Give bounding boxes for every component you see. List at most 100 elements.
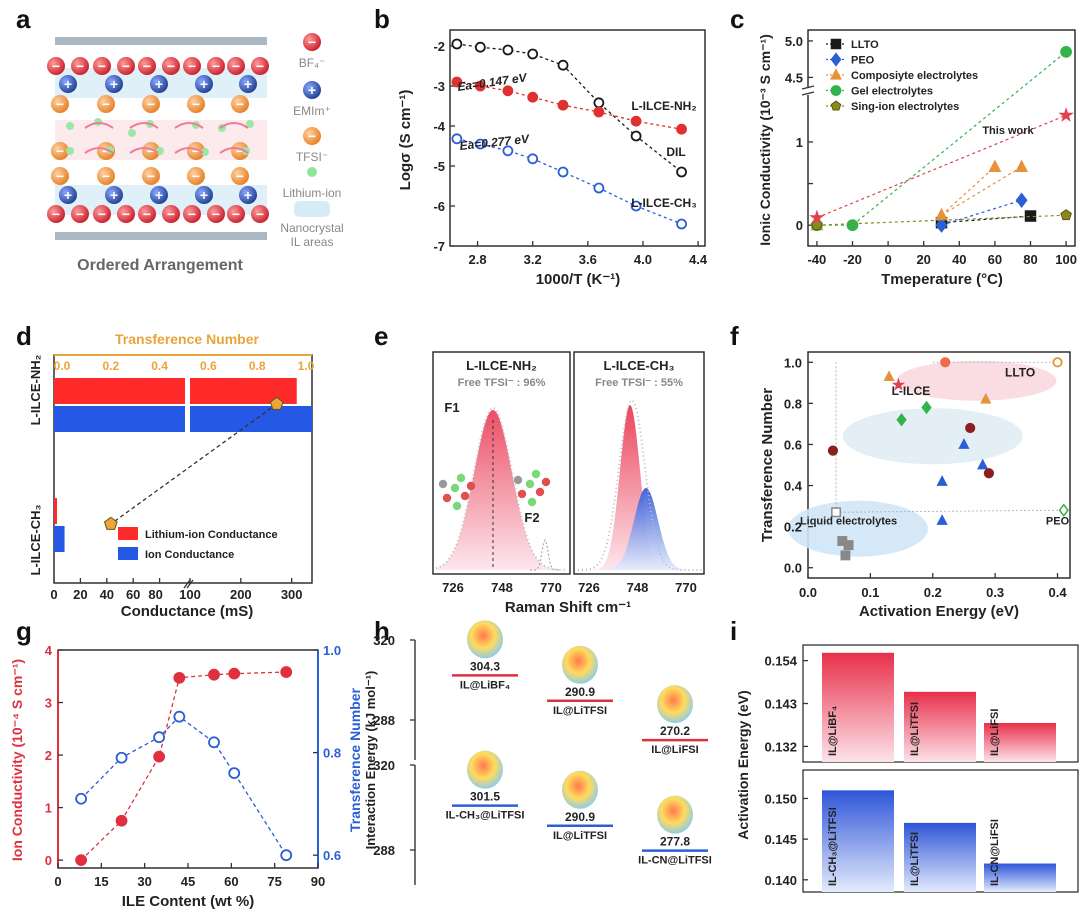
- bar-label-i: IL@LiBF₄: [827, 706, 839, 756]
- cation-plus-icon: [303, 81, 321, 99]
- y-tick-label-g-left: 2: [45, 748, 52, 763]
- molecule-atom: [525, 479, 535, 489]
- data-point-f: [896, 413, 907, 427]
- bar-activation-energy: [822, 652, 894, 762]
- data-point-L-ILCE-CH3: [557, 166, 569, 178]
- lithium-hop-arrow: [84, 122, 114, 129]
- x-tick-label-e: 748: [627, 580, 649, 595]
- data-point-L-ILCE-NH2: [676, 123, 687, 135]
- data-point-Gel electrolytes: [1060, 45, 1072, 58]
- molecule-atom: [531, 469, 541, 479]
- x-tick-label-d: 20: [73, 587, 87, 602]
- molecule-atom: [513, 475, 523, 485]
- energy-label-h: IL-CN@LiTFSI: [638, 855, 712, 867]
- legend-swatch-d: [118, 547, 138, 560]
- data-point-DIL: [502, 44, 514, 56]
- x-tick-label-d: 200: [230, 587, 252, 602]
- panel-label-e: e: [374, 321, 388, 351]
- annotation-this-work: This work: [982, 125, 1034, 137]
- bf4-ion-sign: −: [76, 206, 84, 222]
- lithium-ion: [66, 147, 74, 155]
- data-point-f: [936, 475, 948, 486]
- molecule-atom: [517, 489, 527, 499]
- data-point-PEO: [1015, 192, 1028, 208]
- panel-label-i: i: [730, 616, 737, 646]
- bf4-ion-sign: −: [143, 58, 151, 74]
- tfsi-ion: [51, 95, 69, 113]
- y-tick-label-g-left: 0: [45, 853, 52, 868]
- emim-ion-sign: +: [200, 76, 208, 92]
- bf4-ion: [183, 205, 201, 223]
- tfsi-ion: [51, 142, 69, 160]
- y-tick-label-i: 0.143: [764, 697, 797, 712]
- bf4-ion: [93, 205, 111, 223]
- tfsi-ion-sign: −: [147, 96, 155, 112]
- emim-ion-sign: +: [155, 187, 163, 203]
- bf4-ion-sign: −: [167, 58, 175, 74]
- bf4-ion-sign: −: [212, 58, 220, 74]
- y-tick-label-i: 0.150: [764, 791, 797, 806]
- x-axis-label-c: Tmeperature (°C): [881, 271, 1003, 288]
- electrostatic-potential-icon: [657, 795, 693, 834]
- x-tick-label-g: 75: [267, 874, 281, 889]
- x-axis-label-d: Conductance (mS): [121, 603, 254, 620]
- bf4-ion: [71, 57, 89, 75]
- raman-peak-f2-ch3: [600, 488, 702, 570]
- data-point-Sing-ion electrolytes: [1060, 209, 1072, 221]
- tfsi-ion-sign: −: [147, 168, 155, 184]
- tfsi-ion: [97, 167, 115, 185]
- x-tick-label-e: 770: [675, 580, 697, 595]
- x-tick-label-g: 45: [181, 874, 195, 889]
- bar-label-i: IL@LiTFSI: [909, 832, 921, 886]
- y-axis-label-i: Activation Energy (eV): [735, 690, 751, 839]
- energy-value-h: 270.2: [660, 724, 690, 738]
- data-point-DIL: [527, 48, 539, 60]
- data-point-Transference Number: [208, 736, 220, 749]
- electrostatic-potential-icon: [562, 645, 598, 684]
- tfsi-ion-sign: −: [236, 143, 244, 159]
- molecule-atom: [450, 483, 460, 493]
- electrostatic-potential-icon: [657, 685, 693, 724]
- legend-label-0: BF₄⁻: [299, 56, 326, 70]
- y-tick-label-f: 0.0: [784, 561, 802, 576]
- x-tick-label-g: 30: [137, 874, 151, 889]
- data-point-DIL: [557, 59, 569, 71]
- plot-frame-g: [57, 649, 319, 869]
- bf4-ion-sign: −: [52, 58, 60, 74]
- x-tick-label-b: 4.4: [689, 252, 708, 267]
- legend-label-2: TFSI⁻: [296, 150, 328, 164]
- energy-label-h: IL@LiTFSI: [553, 830, 607, 842]
- data-point-L-ILCE-CH3: [676, 218, 687, 230]
- top-axis-label-d: Transference Number: [115, 331, 259, 347]
- bf4-ion: [117, 57, 135, 75]
- emim-ion: [105, 75, 123, 93]
- bf4-ion-sign: −: [212, 206, 220, 222]
- bf4-ion: [162, 57, 180, 75]
- lithium-hop-arrow: [129, 122, 159, 129]
- tfsi-ion: [142, 95, 160, 113]
- bf4-ion-sign: −: [52, 206, 60, 222]
- bf4-ion: [138, 205, 156, 223]
- bf4-ion-sign: −: [98, 58, 106, 74]
- tfsi-ion-sign: −: [192, 143, 200, 159]
- bf4-ion: [207, 205, 225, 223]
- lithium-hop-arrow: [219, 122, 249, 129]
- emim-ion: [150, 186, 168, 204]
- series-line-Transference Number: [80, 715, 287, 856]
- bar-lithium-conductance: [54, 378, 186, 404]
- y-tick-label-g-left: 4: [45, 643, 53, 658]
- data-point-This work: [1058, 107, 1074, 122]
- axis-break-mark-d: [183, 579, 191, 589]
- data-point-f: [936, 514, 948, 525]
- series-line-DIL: [456, 43, 682, 173]
- x-tick-label-d: 100: [179, 587, 201, 602]
- series-line-L-ILCE-CH3: [456, 138, 682, 225]
- raman-peak-f2-nh2: [530, 538, 560, 571]
- annotation-ea-ch3: Ea=0.277 eV: [459, 132, 531, 153]
- molecule-atom: [527, 497, 537, 507]
- axis-break-mark-d: [186, 579, 194, 589]
- x-axis-label-g: ILE Content (wt %): [122, 893, 254, 910]
- emim-ion-sign: +: [244, 187, 252, 203]
- molecule-atom: [460, 491, 470, 501]
- bar-activation-energy: [984, 863, 1056, 892]
